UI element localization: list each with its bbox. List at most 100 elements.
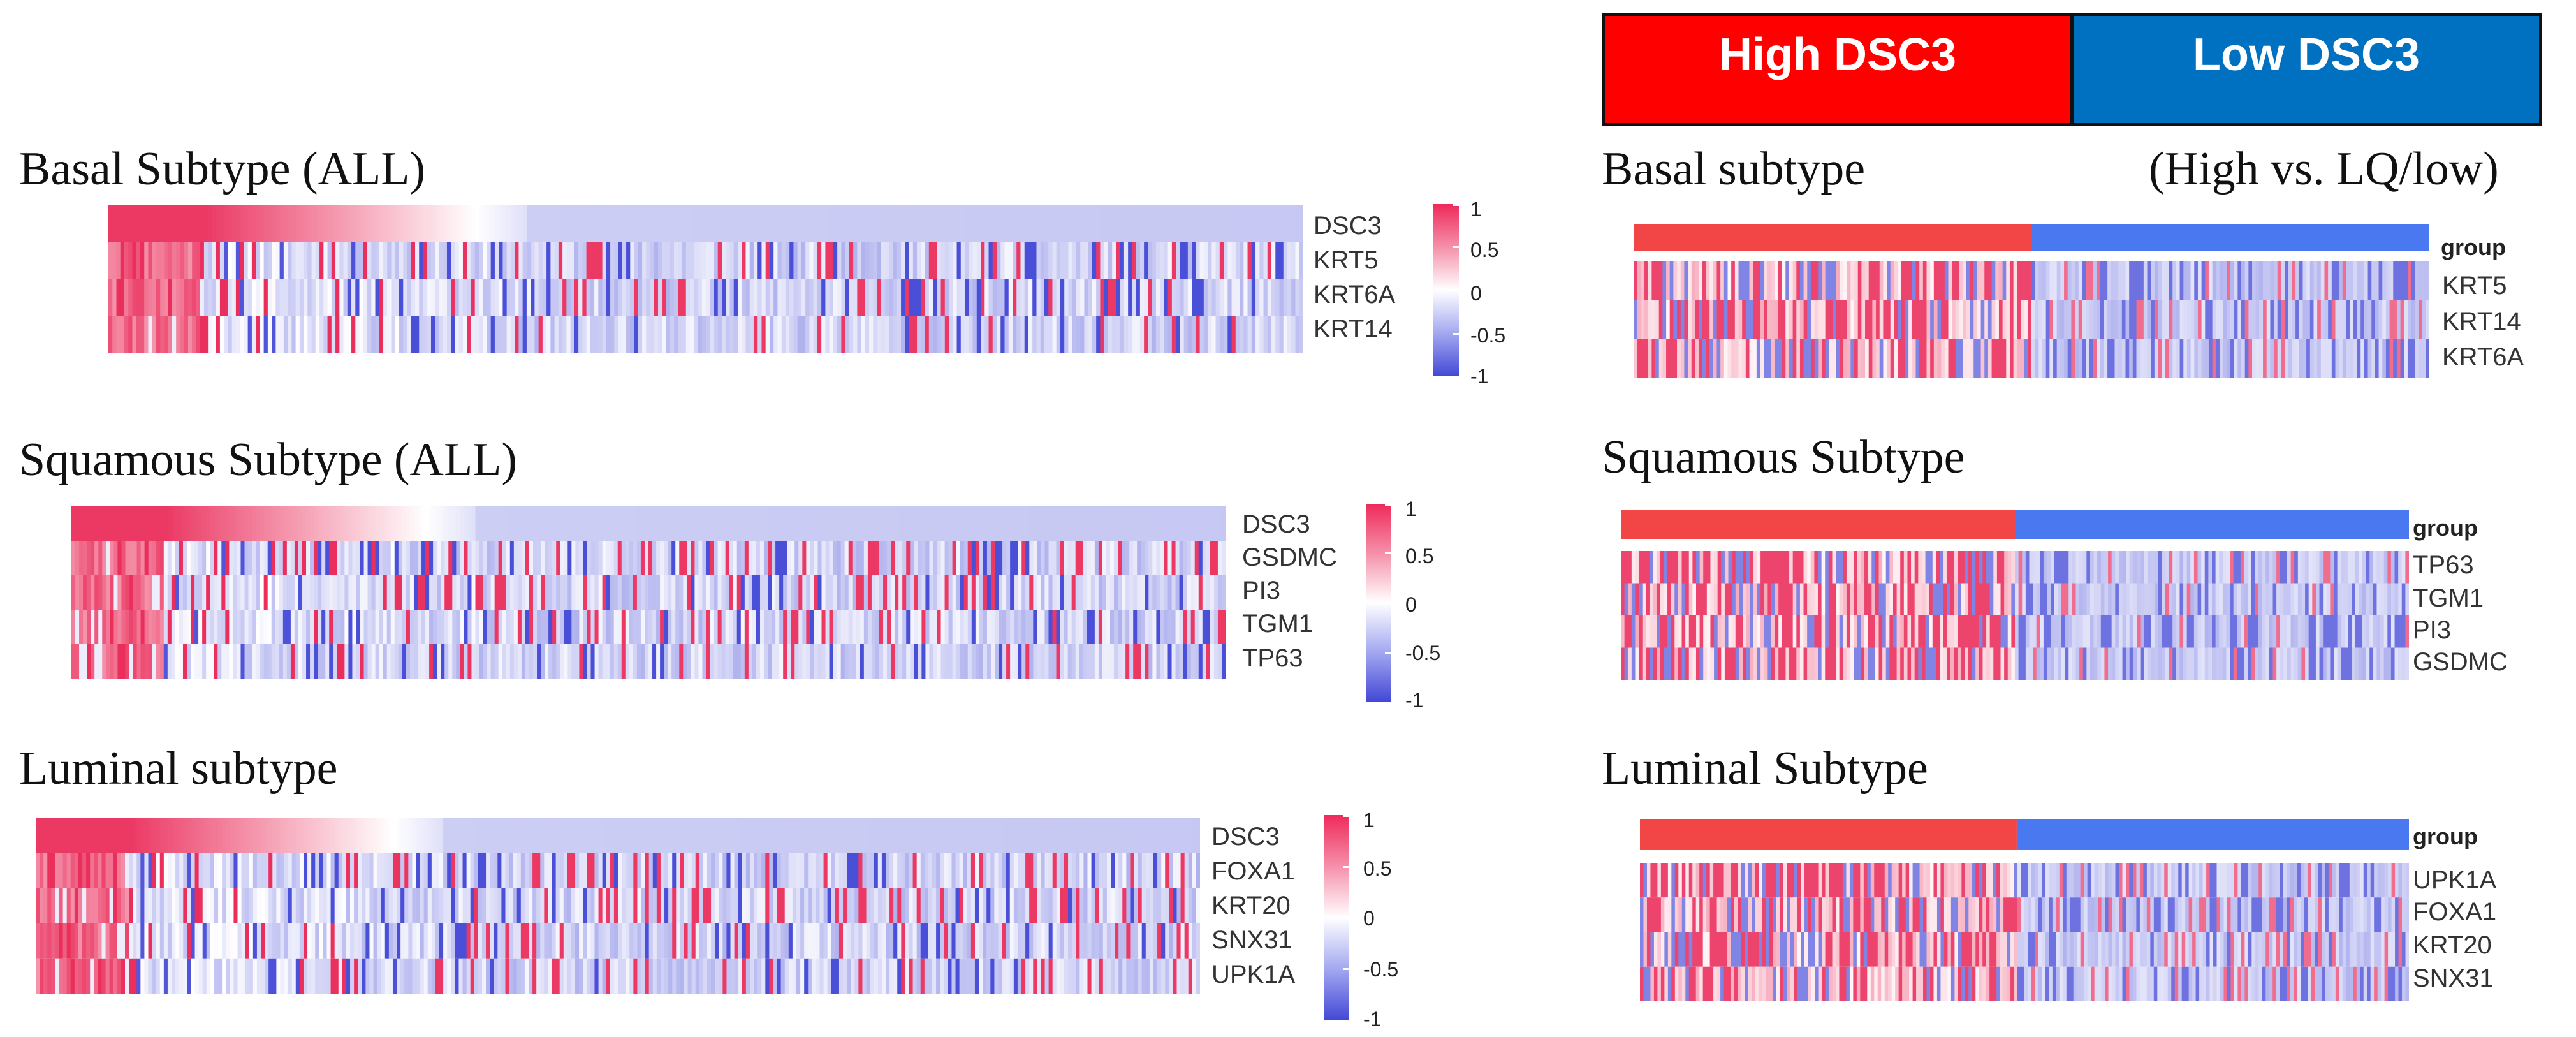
heatmap-cell xyxy=(284,888,289,923)
heatmap-cell xyxy=(870,958,875,994)
heatmap-cell xyxy=(319,853,324,888)
heatmap-cell xyxy=(1036,316,1041,353)
heatmap-cell xyxy=(856,644,861,679)
heatmap-cell xyxy=(685,205,691,242)
heatmap-cell xyxy=(267,644,272,679)
heatmap-cell xyxy=(1695,339,1699,378)
heatmap-cell xyxy=(1224,242,1228,279)
heatmap-cell xyxy=(298,541,303,575)
heatmap-cell xyxy=(1190,610,1196,644)
heatmap-cell xyxy=(618,316,623,353)
heatmap-cell xyxy=(1139,242,1145,279)
heatmap-cell xyxy=(745,242,750,279)
heatmap-cell xyxy=(475,575,480,610)
heatmap-cell xyxy=(280,923,285,959)
heatmap-cell xyxy=(729,506,734,541)
heatmap-cell xyxy=(196,205,201,242)
heatmap-cell xyxy=(715,818,719,853)
heatmap-cell xyxy=(1013,853,1018,888)
heatmap-cell xyxy=(1202,506,1207,541)
heatmap-cell xyxy=(752,506,757,541)
heatmap-cell xyxy=(226,818,230,853)
heatmap-cell xyxy=(1067,610,1072,644)
heatmap-cell xyxy=(1165,958,1169,994)
heatmap-cell xyxy=(497,818,502,853)
heatmap-cell xyxy=(821,610,826,644)
heatmap-cell xyxy=(167,818,172,853)
heatmap-cell xyxy=(414,242,420,279)
heatmap-cell xyxy=(1778,551,1783,584)
heatmap-cell xyxy=(567,818,572,853)
heatmap-cell xyxy=(979,888,983,923)
heatmap-cell xyxy=(237,853,242,888)
heatmap-cell xyxy=(706,610,711,644)
heatmap-cell xyxy=(1008,242,1013,279)
heatmap-cell xyxy=(244,205,249,242)
heatmap-cell xyxy=(1963,261,1967,300)
heatmap-cell xyxy=(156,575,161,610)
heatmap-cell xyxy=(1160,242,1164,279)
heatmap-cell xyxy=(175,644,180,679)
heatmap-cell xyxy=(392,818,397,853)
heatmap-cell xyxy=(1660,551,1665,584)
heatmap-cell xyxy=(848,575,853,610)
heatmap-cell xyxy=(206,644,210,679)
heatmap-cell xyxy=(1148,541,1153,575)
heatmap-cell xyxy=(1684,300,1688,339)
heatmap-cell xyxy=(666,205,671,242)
heatmap-cell xyxy=(2056,261,2061,300)
heatmap-cell xyxy=(571,644,576,679)
heatmap-cell xyxy=(1106,644,1111,679)
heatmap-cell xyxy=(1104,279,1109,316)
heatmap-cell xyxy=(1875,551,1880,584)
heatmap-cell xyxy=(552,541,557,575)
heatmap-cell xyxy=(1164,644,1169,679)
heatmap-cell xyxy=(78,888,83,923)
heatmap-cell xyxy=(652,575,657,610)
heatmap-cell xyxy=(331,316,336,353)
heatmap-cell xyxy=(1792,261,1797,300)
heatmap-cell xyxy=(43,888,48,923)
heatmap-cell xyxy=(925,610,930,644)
heatmap-cell xyxy=(687,853,692,888)
heatmap-cell xyxy=(261,923,265,959)
heatmap-cell xyxy=(1299,242,1303,279)
heatmap-cell xyxy=(2125,339,2130,378)
heatmap-cell xyxy=(98,853,103,888)
heatmap-cell xyxy=(1036,242,1041,279)
heatmap-cell xyxy=(1183,644,1188,679)
heatmap-cell xyxy=(1919,300,1924,339)
heatmap-cell xyxy=(241,853,246,888)
heatmap-cell xyxy=(1145,575,1149,610)
heatmap-cell xyxy=(478,923,483,959)
heatmap-cell xyxy=(1052,205,1057,242)
heatmap-cell xyxy=(1141,923,1146,959)
heatmap-cell xyxy=(381,853,386,888)
heatmap-cell xyxy=(1067,506,1072,541)
heatmap-cell xyxy=(1106,958,1111,994)
heatmap-cell xyxy=(494,205,499,242)
heatmap-cell xyxy=(583,853,587,888)
heatmap-cell xyxy=(780,958,786,994)
heatmap-cell xyxy=(1861,300,1866,339)
heatmap-cell xyxy=(1673,261,1678,300)
heatmap-cell xyxy=(252,958,258,994)
heatmap-cell xyxy=(1219,316,1224,353)
heatmap-cell xyxy=(192,316,197,353)
heatmap-cell xyxy=(1052,506,1057,541)
heatmap-cell xyxy=(1818,339,1822,378)
heatmap-cell xyxy=(679,506,684,541)
heatmap-cell xyxy=(754,923,758,959)
heatmap-cell xyxy=(2020,300,2025,339)
heatmap-cell xyxy=(877,205,882,242)
heatmap-cell xyxy=(1006,853,1011,888)
heatmap-cell xyxy=(2013,261,2017,300)
heatmap-cell xyxy=(1255,279,1260,316)
heatmap-cell xyxy=(1667,551,1672,584)
heatmap-cell xyxy=(548,923,553,959)
heatmap-cell xyxy=(329,610,333,644)
heatmap-cell xyxy=(152,958,157,994)
heatmap-cell xyxy=(310,610,314,644)
heatmap-cell xyxy=(307,242,312,279)
heatmap-cell xyxy=(214,923,219,959)
